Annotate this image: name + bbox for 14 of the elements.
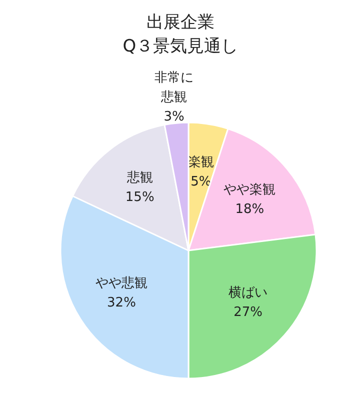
slice-label: やや楽観	[224, 182, 276, 198]
slice-label: 悲観	[160, 90, 188, 106]
slice-label: 横ばい	[228, 286, 268, 301]
chart-title: 出展企業 Q３景気見通し	[122, 12, 238, 56]
slice-label: やや悲観	[95, 276, 148, 291]
data-label: 18%	[235, 202, 264, 218]
category-label: 非常に	[154, 70, 194, 86]
data-label: 15%	[125, 190, 154, 206]
slice-label: 楽観	[188, 154, 214, 170]
data-label: 27%	[234, 305, 262, 320]
data-label: 5%	[190, 174, 212, 190]
slice-label: 悲観	[126, 170, 153, 186]
data-label: 3%	[164, 110, 184, 125]
data-label: 32%	[107, 295, 136, 310]
